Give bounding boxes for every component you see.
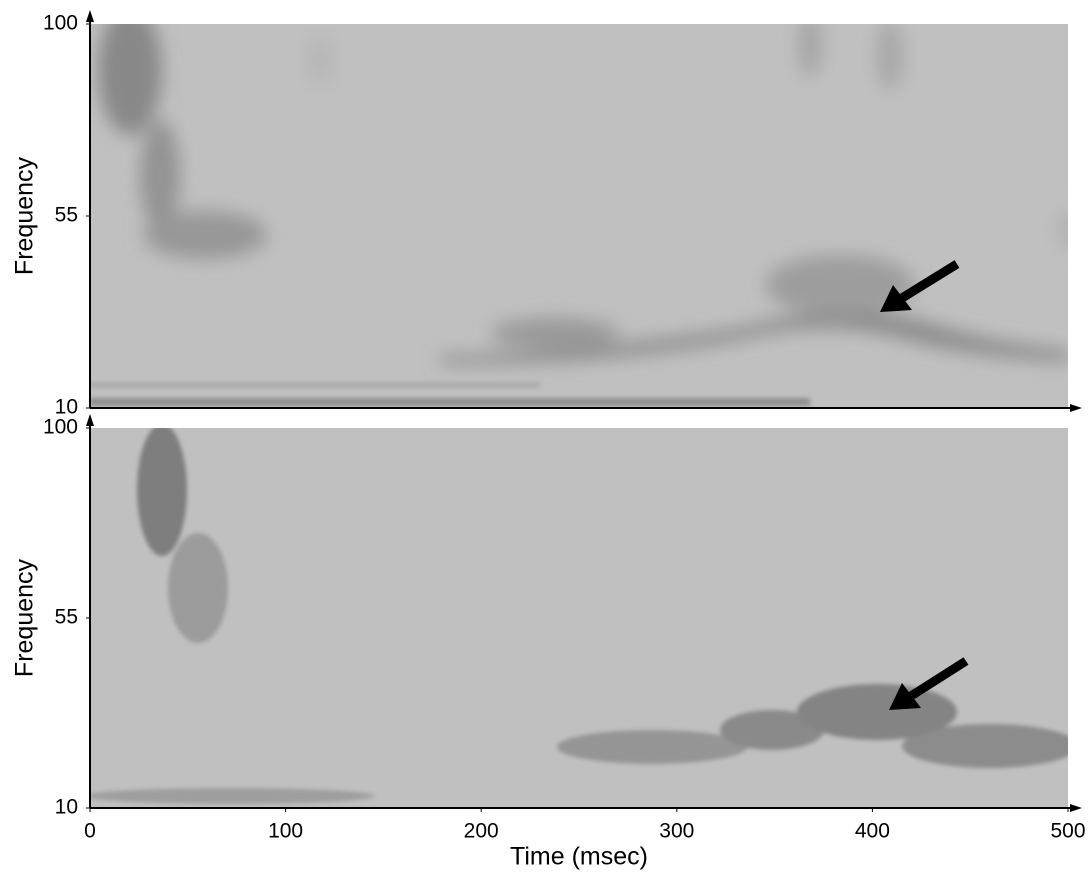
axis-arrow <box>1070 404 1082 412</box>
x-tick-label: 0 <box>84 820 96 843</box>
y-tick-label: 10 <box>55 396 78 419</box>
heatmap-bands <box>90 382 810 406</box>
y-tick-label: 100 <box>43 12 78 35</box>
x-tick-label: 400 <box>855 820 890 843</box>
heatmap-blobs <box>90 428 1068 804</box>
y-tick-label: 55 <box>55 606 78 629</box>
x-tick-label: 500 <box>1050 820 1085 843</box>
y-axis-label: Frequency <box>11 558 39 677</box>
x-tick-label: 300 <box>659 820 694 843</box>
axis-arrow <box>86 414 94 426</box>
axis-arrow <box>86 10 94 22</box>
y-tick-label: 100 <box>43 416 78 439</box>
heatmap-blobs <box>98 24 1068 365</box>
x-tick-label: 200 <box>464 820 499 843</box>
x-axis-label: Time (msec) <box>510 843 648 871</box>
y-tick-label: 55 <box>55 204 78 227</box>
x-tick-label: 100 <box>268 820 303 843</box>
axis-arrow <box>1070 804 1082 812</box>
y-axis-label: Frequency <box>11 156 39 275</box>
annotation-arrow <box>880 260 969 710</box>
y-tick-label: 10 <box>55 796 78 819</box>
